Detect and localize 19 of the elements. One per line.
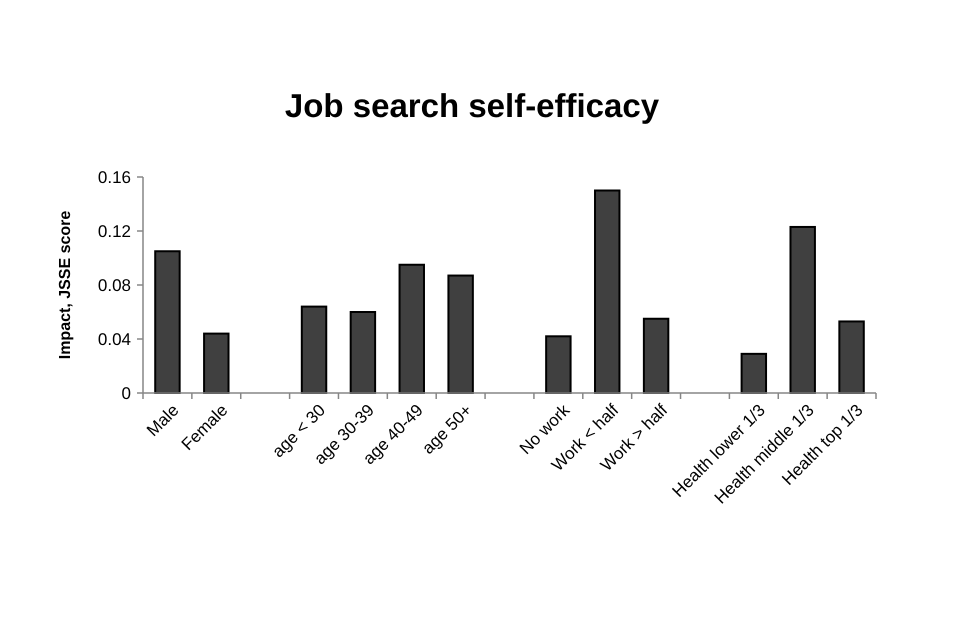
bar — [642, 318, 670, 394]
bar — [594, 190, 620, 394]
bar — [447, 274, 474, 394]
bar — [398, 264, 425, 394]
y-tick-label: 0.08 — [98, 276, 131, 295]
bar — [838, 320, 865, 394]
y-tick-label: 0.16 — [98, 168, 131, 187]
y-tick-label: 0.04 — [98, 330, 131, 349]
y-tick-label: 0.12 — [98, 222, 131, 241]
bar — [300, 306, 328, 394]
bar — [789, 226, 816, 394]
bar — [545, 335, 572, 394]
chart-title: Job search self-efficacy — [284, 87, 660, 124]
bar — [154, 250, 181, 394]
bar — [350, 311, 376, 394]
y-tick-label: 0 — [122, 384, 131, 403]
bar — [740, 352, 768, 394]
bar — [203, 332, 230, 394]
y-axis-title: Impact, JSSE score — [57, 210, 74, 360]
